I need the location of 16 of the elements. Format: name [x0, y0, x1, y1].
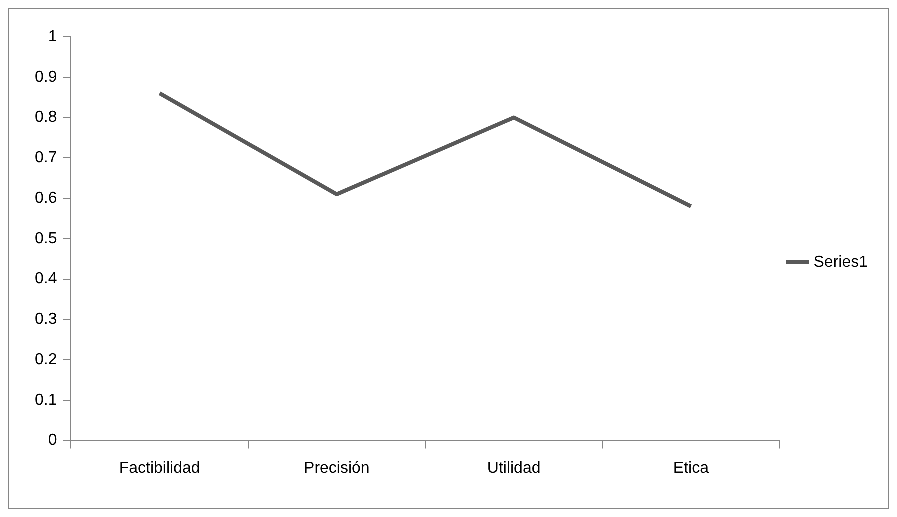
x-tick-label: Etica	[673, 460, 710, 477]
y-tick-label: 0.1	[34, 392, 58, 409]
x-tick-label: Precisión	[304, 460, 370, 477]
y-tick-label: 0.5	[34, 230, 58, 248]
x-tick-label: Factibilidad	[119, 460, 200, 477]
y-tick-label: 0.8	[34, 109, 58, 126]
legend-label: Series1	[814, 254, 868, 271]
y-tick-label: 0	[48, 432, 58, 450]
x-tick-label: Utilidad	[487, 460, 541, 477]
y-tick-label: 0.9	[34, 68, 58, 86]
y-tick-label: 0.2	[34, 351, 58, 368]
y-tick-label: 0.3	[34, 311, 58, 328]
y-tick-label: 0.7	[34, 150, 58, 167]
y-tick-label: 0.4	[34, 270, 58, 288]
y-tick-label: 0.6	[34, 190, 58, 207]
y-tick-label: 1	[48, 28, 58, 46]
